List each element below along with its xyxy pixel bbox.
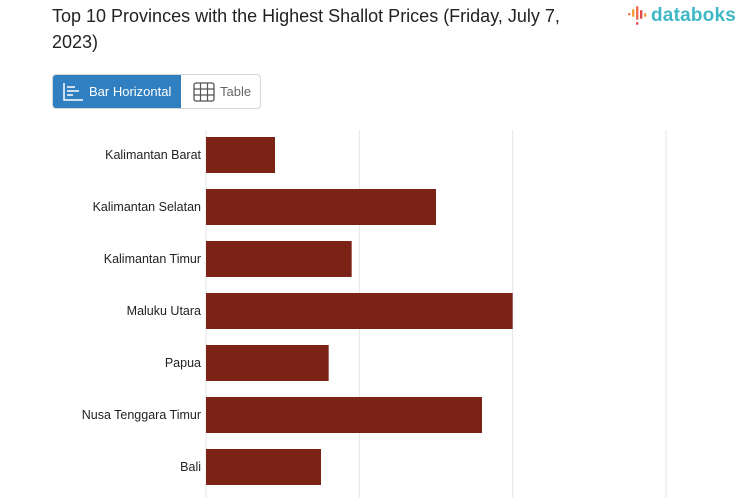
databoks-logo[interactable]: databoks xyxy=(626,3,736,29)
category-label: Nusa Tenggara Timur xyxy=(82,408,201,422)
category-label: Kalimantan Barat xyxy=(105,148,201,162)
table-button[interactable]: Table xyxy=(181,75,251,108)
category-label: Kalimantan Timur xyxy=(104,252,201,266)
bar-horizontal-button[interactable]: Bar Horizontal xyxy=(53,75,181,108)
chart-title: Top 10 Provinces with the Highest Shallo… xyxy=(52,6,560,52)
category-label: Maluku Utara xyxy=(127,304,201,318)
databoks-logo-text: databoks xyxy=(651,5,737,26)
bar-horizontal-icon xyxy=(63,82,83,101)
bar[interactable] xyxy=(206,293,513,329)
bar[interactable] xyxy=(206,137,275,173)
bar[interactable] xyxy=(206,241,352,277)
category-label: Bali xyxy=(180,460,201,474)
bar[interactable] xyxy=(206,397,482,433)
table-label: Table xyxy=(220,84,252,99)
category-label: Kalimantan Selatan xyxy=(93,200,201,214)
bar[interactable] xyxy=(206,189,436,225)
view-toggle: Bar Horizontal Table xyxy=(52,74,261,109)
table-icon xyxy=(193,81,215,102)
databoks-logo-icon xyxy=(628,6,647,25)
category-label: Papua xyxy=(165,356,201,370)
bar[interactable] xyxy=(206,449,321,485)
bar[interactable] xyxy=(206,345,329,381)
bar-horizontal-label: Bar Horizontal xyxy=(89,84,172,99)
